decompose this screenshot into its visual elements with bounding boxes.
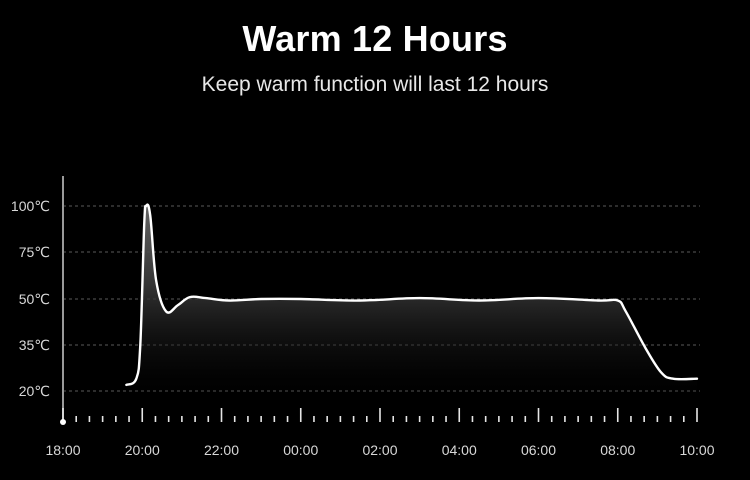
x-tick-label: 02:00 — [362, 442, 397, 458]
y-tick-label: 20℃ — [19, 383, 50, 399]
x-tick-label: 22:00 — [204, 442, 239, 458]
y-tick-label: 100℃ — [11, 198, 50, 214]
x-tick-label: 10:00 — [679, 442, 714, 458]
x-tick-label: 20:00 — [125, 442, 160, 458]
y-tick-label: 35℃ — [19, 337, 50, 353]
series-line-layer — [125, 203, 699, 387]
y-tick-label: 50℃ — [19, 291, 50, 307]
x-tick-label: 04:00 — [442, 442, 477, 458]
axis-origin-dot — [60, 419, 66, 425]
x-tick-label: 08:00 — [600, 442, 635, 458]
series-area — [126, 204, 697, 405]
y-axis: 20℃ 35℃ 50℃ 75℃ 100℃ — [11, 176, 64, 420]
page-subtitle: Keep warm function will last 12 hours — [201, 73, 549, 96]
x-axis: 18:00 20:00 22:00 00:00 02:00 04:00 06:00 08:00… — [45, 408, 715, 458]
x-tick-label: 00:00 — [283, 442, 318, 458]
x-tick-label: 18:00 — [45, 442, 80, 458]
y-tick-label: 75℃ — [19, 244, 50, 260]
area-fill — [126, 204, 697, 405]
page-title: Warm 12 Hours — [242, 18, 508, 59]
x-tick-label: 06:00 — [521, 442, 556, 458]
series-line — [125, 203, 699, 387]
